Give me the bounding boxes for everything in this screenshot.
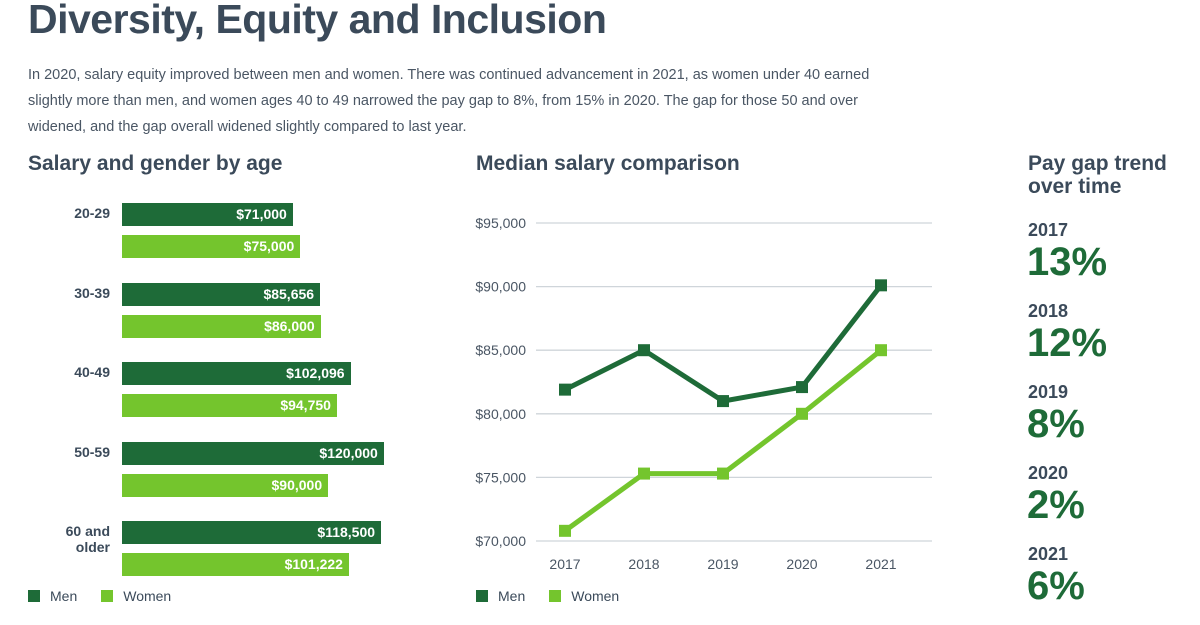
y-tick-label: $90,000 <box>475 279 526 295</box>
bar-men: $118,500 <box>122 521 382 544</box>
trend-year: 2018 <box>1028 301 1069 321</box>
trend-gap-value: 13% <box>1027 240 1108 284</box>
series-line-women <box>563 348 883 533</box>
line-legend: Men Women <box>476 588 619 604</box>
x-tick-label: 2021 <box>865 556 896 572</box>
legend-label-men: Men <box>50 588 78 604</box>
bar-women: $86,000 <box>122 314 321 338</box>
data-point-women <box>717 467 729 480</box>
category-label: 50-59 <box>74 443 110 460</box>
legend-swatch-men <box>476 590 488 602</box>
legend-swatch-women <box>549 590 562 602</box>
intro-paragraph: In 2020, salary equity improved between … <box>28 67 870 135</box>
page-title: Diversity, Equity and Inclusion <box>28 0 607 42</box>
trend-year: 2020 <box>1028 463 1069 483</box>
line-chart-title: Median salary comparison <box>476 152 740 175</box>
x-tick-label: 2018 <box>628 556 659 572</box>
x-tick-label: 2017 <box>549 556 580 572</box>
data-point-women <box>638 467 650 480</box>
legend-swatch-men <box>28 590 40 602</box>
legend-swatch-women <box>101 590 114 602</box>
data-point-men <box>875 279 887 292</box>
data-point-men <box>638 344 650 357</box>
data-point-men <box>796 381 808 394</box>
trend-gap-value: 8% <box>1027 402 1085 446</box>
y-tick-label: $70,000 <box>475 533 526 549</box>
x-tick-label: 2020 <box>786 556 817 572</box>
trend-title: Pay gap trend over time <box>1028 152 1167 198</box>
bar-women: $75,000 <box>122 235 301 258</box>
bar-men: $71,000 <box>122 203 293 226</box>
y-tick-label: $75,000 <box>475 469 526 485</box>
trend-gap-value: 6% <box>1027 564 1085 608</box>
category-label: 20-29 <box>74 205 110 221</box>
data-point-women <box>796 407 808 420</box>
bar-legend: Men Women <box>28 588 171 604</box>
legend-label-women: Women <box>123 588 172 604</box>
trend-year: 2019 <box>1028 382 1069 402</box>
data-point-women <box>559 524 571 537</box>
bar-men: $102,096 <box>122 362 351 385</box>
y-tick-label: $95,000 <box>475 215 526 231</box>
trend-year: 2021 <box>1028 544 1069 564</box>
data-point-men <box>559 383 571 396</box>
y-tick-label: $80,000 <box>475 406 526 422</box>
y-tick-label: $85,000 <box>475 342 526 358</box>
bar-women: $94,750 <box>122 394 337 417</box>
legend-label-men: Men <box>498 588 526 604</box>
trend-year: 2017 <box>1028 220 1069 240</box>
series-line-men <box>563 283 883 404</box>
category-label: 30-39 <box>74 284 110 301</box>
bar-men: $85,656 <box>122 282 321 306</box>
bar-women: $90,000 <box>122 473 329 497</box>
x-tick-label: 2019 <box>707 556 738 572</box>
data-point-men <box>717 395 729 408</box>
data-point-women <box>875 344 887 357</box>
trend-gap-value: 12% <box>1027 321 1108 365</box>
trend-title-line-1: Pay gap trend <box>1028 152 1167 175</box>
trend-gap-value: 2% <box>1027 483 1085 527</box>
bar-men: $120,000 <box>122 441 384 465</box>
category-label: 40-49 <box>74 364 110 380</box>
bar-women: $101,222 <box>122 553 349 576</box>
category-label: 60 and older <box>65 523 110 555</box>
bar-chart-title: Salary and gender by age <box>28 152 283 175</box>
legend-label-women: Women <box>571 588 620 604</box>
trend-title-line-2: over time <box>1028 175 1122 198</box>
